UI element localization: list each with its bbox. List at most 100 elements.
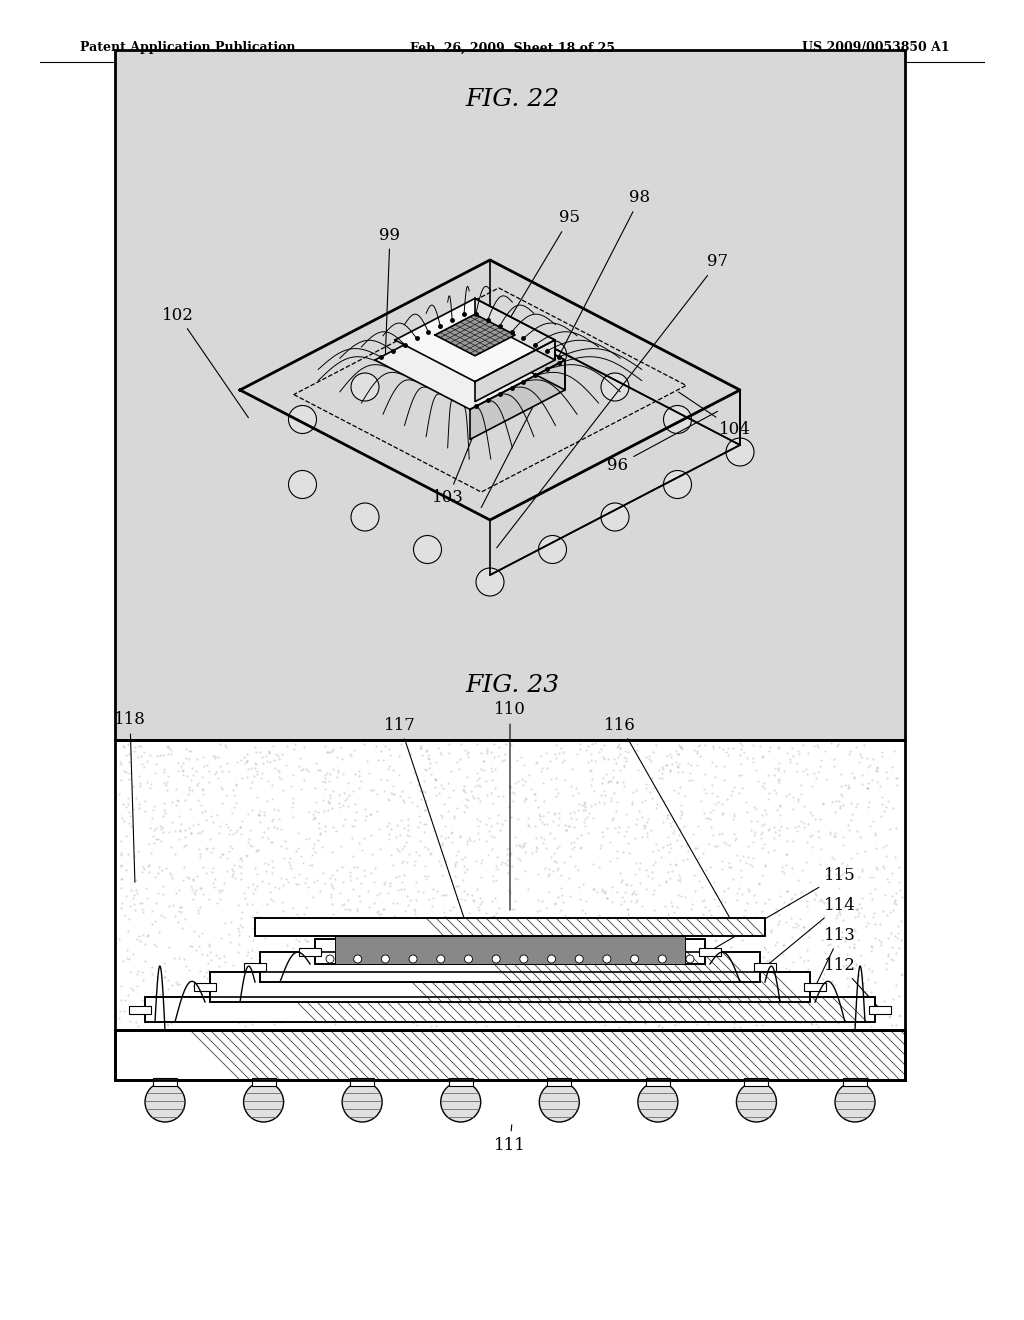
Text: FIG. 22: FIG. 22 xyxy=(465,88,559,111)
Polygon shape xyxy=(375,310,565,409)
Circle shape xyxy=(548,954,556,964)
Polygon shape xyxy=(470,310,565,389)
Circle shape xyxy=(409,954,417,964)
Polygon shape xyxy=(395,298,555,381)
Bar xyxy=(754,964,776,972)
Circle shape xyxy=(342,1082,382,1122)
Text: Feb. 26, 2009  Sheet 18 of 25: Feb. 26, 2009 Sheet 18 of 25 xyxy=(410,41,614,54)
Bar xyxy=(804,983,826,991)
Circle shape xyxy=(638,1082,678,1122)
Circle shape xyxy=(664,470,691,499)
Bar xyxy=(115,1030,905,1080)
Circle shape xyxy=(244,1082,284,1122)
Circle shape xyxy=(437,954,444,964)
Bar xyxy=(252,1078,275,1086)
Circle shape xyxy=(686,954,694,964)
Circle shape xyxy=(726,438,754,466)
Bar xyxy=(255,917,765,936)
Polygon shape xyxy=(435,314,515,356)
Text: 113: 113 xyxy=(816,927,856,985)
Circle shape xyxy=(326,954,334,964)
Circle shape xyxy=(145,1082,185,1122)
Circle shape xyxy=(601,503,629,531)
Text: 95: 95 xyxy=(476,210,581,374)
Circle shape xyxy=(736,1082,776,1122)
Bar xyxy=(129,1006,151,1014)
Polygon shape xyxy=(490,260,740,445)
Circle shape xyxy=(465,954,472,964)
Bar xyxy=(299,948,321,956)
Text: Patent Application Publication: Patent Application Publication xyxy=(80,41,296,54)
Bar xyxy=(244,964,266,972)
Bar xyxy=(843,1078,867,1086)
Bar xyxy=(260,952,760,982)
Bar xyxy=(255,917,765,936)
Text: FIG. 23: FIG. 23 xyxy=(465,673,559,697)
Circle shape xyxy=(476,308,504,337)
Text: US 2009/0053850 A1: US 2009/0053850 A1 xyxy=(803,41,950,54)
Text: 99: 99 xyxy=(380,227,400,362)
Bar xyxy=(145,997,874,1022)
Text: 103: 103 xyxy=(432,322,519,507)
Text: 116: 116 xyxy=(604,717,733,924)
Polygon shape xyxy=(240,260,740,520)
Bar xyxy=(315,939,705,964)
Bar xyxy=(449,1078,473,1086)
Circle shape xyxy=(631,954,639,964)
Circle shape xyxy=(440,1082,480,1122)
Circle shape xyxy=(575,954,584,964)
Circle shape xyxy=(601,374,629,401)
Polygon shape xyxy=(475,298,555,360)
Bar xyxy=(744,1078,768,1086)
Circle shape xyxy=(381,954,389,964)
Circle shape xyxy=(414,341,441,368)
Bar xyxy=(547,1078,571,1086)
Bar xyxy=(646,1078,670,1086)
Polygon shape xyxy=(470,360,565,440)
Bar xyxy=(699,948,721,956)
Text: 96: 96 xyxy=(607,412,718,474)
Bar xyxy=(350,1078,374,1086)
Circle shape xyxy=(539,536,566,564)
Bar xyxy=(145,997,874,1022)
Circle shape xyxy=(540,1082,580,1122)
Circle shape xyxy=(289,470,316,499)
Circle shape xyxy=(351,503,379,531)
Bar xyxy=(115,741,905,1030)
Bar xyxy=(260,952,760,982)
Circle shape xyxy=(351,374,379,401)
Text: 97: 97 xyxy=(497,253,728,548)
Bar xyxy=(335,936,685,964)
Text: 117: 117 xyxy=(384,717,469,933)
Text: 114: 114 xyxy=(767,896,856,965)
Bar xyxy=(315,939,705,964)
Circle shape xyxy=(603,954,611,964)
Text: 112: 112 xyxy=(824,957,879,1007)
Polygon shape xyxy=(490,389,740,576)
Circle shape xyxy=(658,954,667,964)
Text: 104: 104 xyxy=(679,392,751,438)
Circle shape xyxy=(539,341,566,368)
Circle shape xyxy=(835,1082,874,1122)
Circle shape xyxy=(664,405,691,433)
Bar xyxy=(210,972,810,1002)
Bar xyxy=(210,972,810,1002)
Circle shape xyxy=(493,954,500,964)
Text: 118: 118 xyxy=(114,711,146,882)
Circle shape xyxy=(476,568,504,597)
Circle shape xyxy=(353,954,361,964)
Text: 102: 102 xyxy=(162,306,249,417)
Bar xyxy=(153,1078,177,1086)
Circle shape xyxy=(414,536,441,564)
Polygon shape xyxy=(475,341,555,401)
Text: 110: 110 xyxy=(494,701,526,911)
Circle shape xyxy=(520,954,527,964)
Circle shape xyxy=(476,308,504,337)
Text: 115: 115 xyxy=(713,866,856,949)
Bar xyxy=(869,1006,891,1014)
Text: 98: 98 xyxy=(481,190,650,507)
Bar xyxy=(194,983,216,991)
Circle shape xyxy=(289,405,316,433)
Bar xyxy=(115,1030,905,1080)
Text: 111: 111 xyxy=(494,1125,526,1154)
